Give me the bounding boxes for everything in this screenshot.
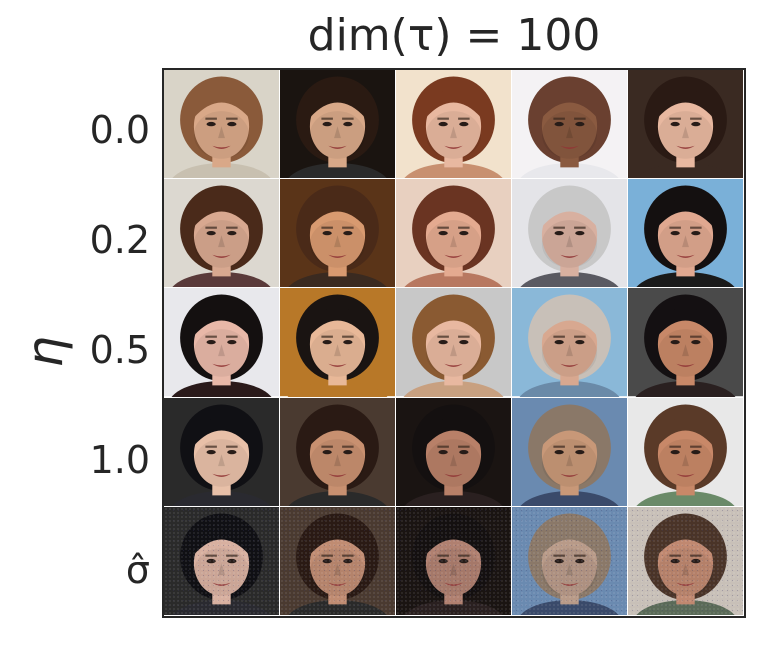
row-label-4: σ̂ [125,548,150,592]
row-labels: 0.0 0.2 0.5 1.0 σ̂ [60,68,150,618]
sample-image [164,506,280,616]
sample-image [280,288,396,398]
sample-image [512,288,628,398]
figure-title: dim(τ) = 100 [307,10,601,61]
sample-image [396,70,512,180]
sample-image [628,506,744,616]
sample-image [628,70,744,180]
sample-image [512,506,628,616]
sample-image [280,397,396,507]
row-label-0: 0.0 [89,108,150,152]
row-label-2: 0.5 [89,328,150,372]
sample-image [628,179,744,289]
sample-image [512,397,628,507]
sample-image [396,397,512,507]
noise-overlay [628,506,743,615]
sample-image [512,70,628,180]
row-label-3: 1.0 [89,438,150,482]
sample-image [628,397,744,507]
row-label-1: 0.2 [89,218,150,262]
sample-image [280,70,396,180]
sample-image [164,179,280,289]
sample-image [164,397,280,507]
sample-image [164,288,280,398]
noise-overlay [396,506,511,615]
sample-image [280,179,396,289]
sample-image [396,288,512,398]
sample-image [396,179,512,289]
noise-overlay [512,506,627,615]
sample-image [164,70,280,180]
sample-image [280,506,396,616]
sample-image-grid [162,68,746,618]
noise-overlay [280,506,395,615]
sample-image [512,179,628,289]
sample-image [628,288,744,398]
sample-image [396,506,512,616]
noise-overlay [164,506,279,615]
